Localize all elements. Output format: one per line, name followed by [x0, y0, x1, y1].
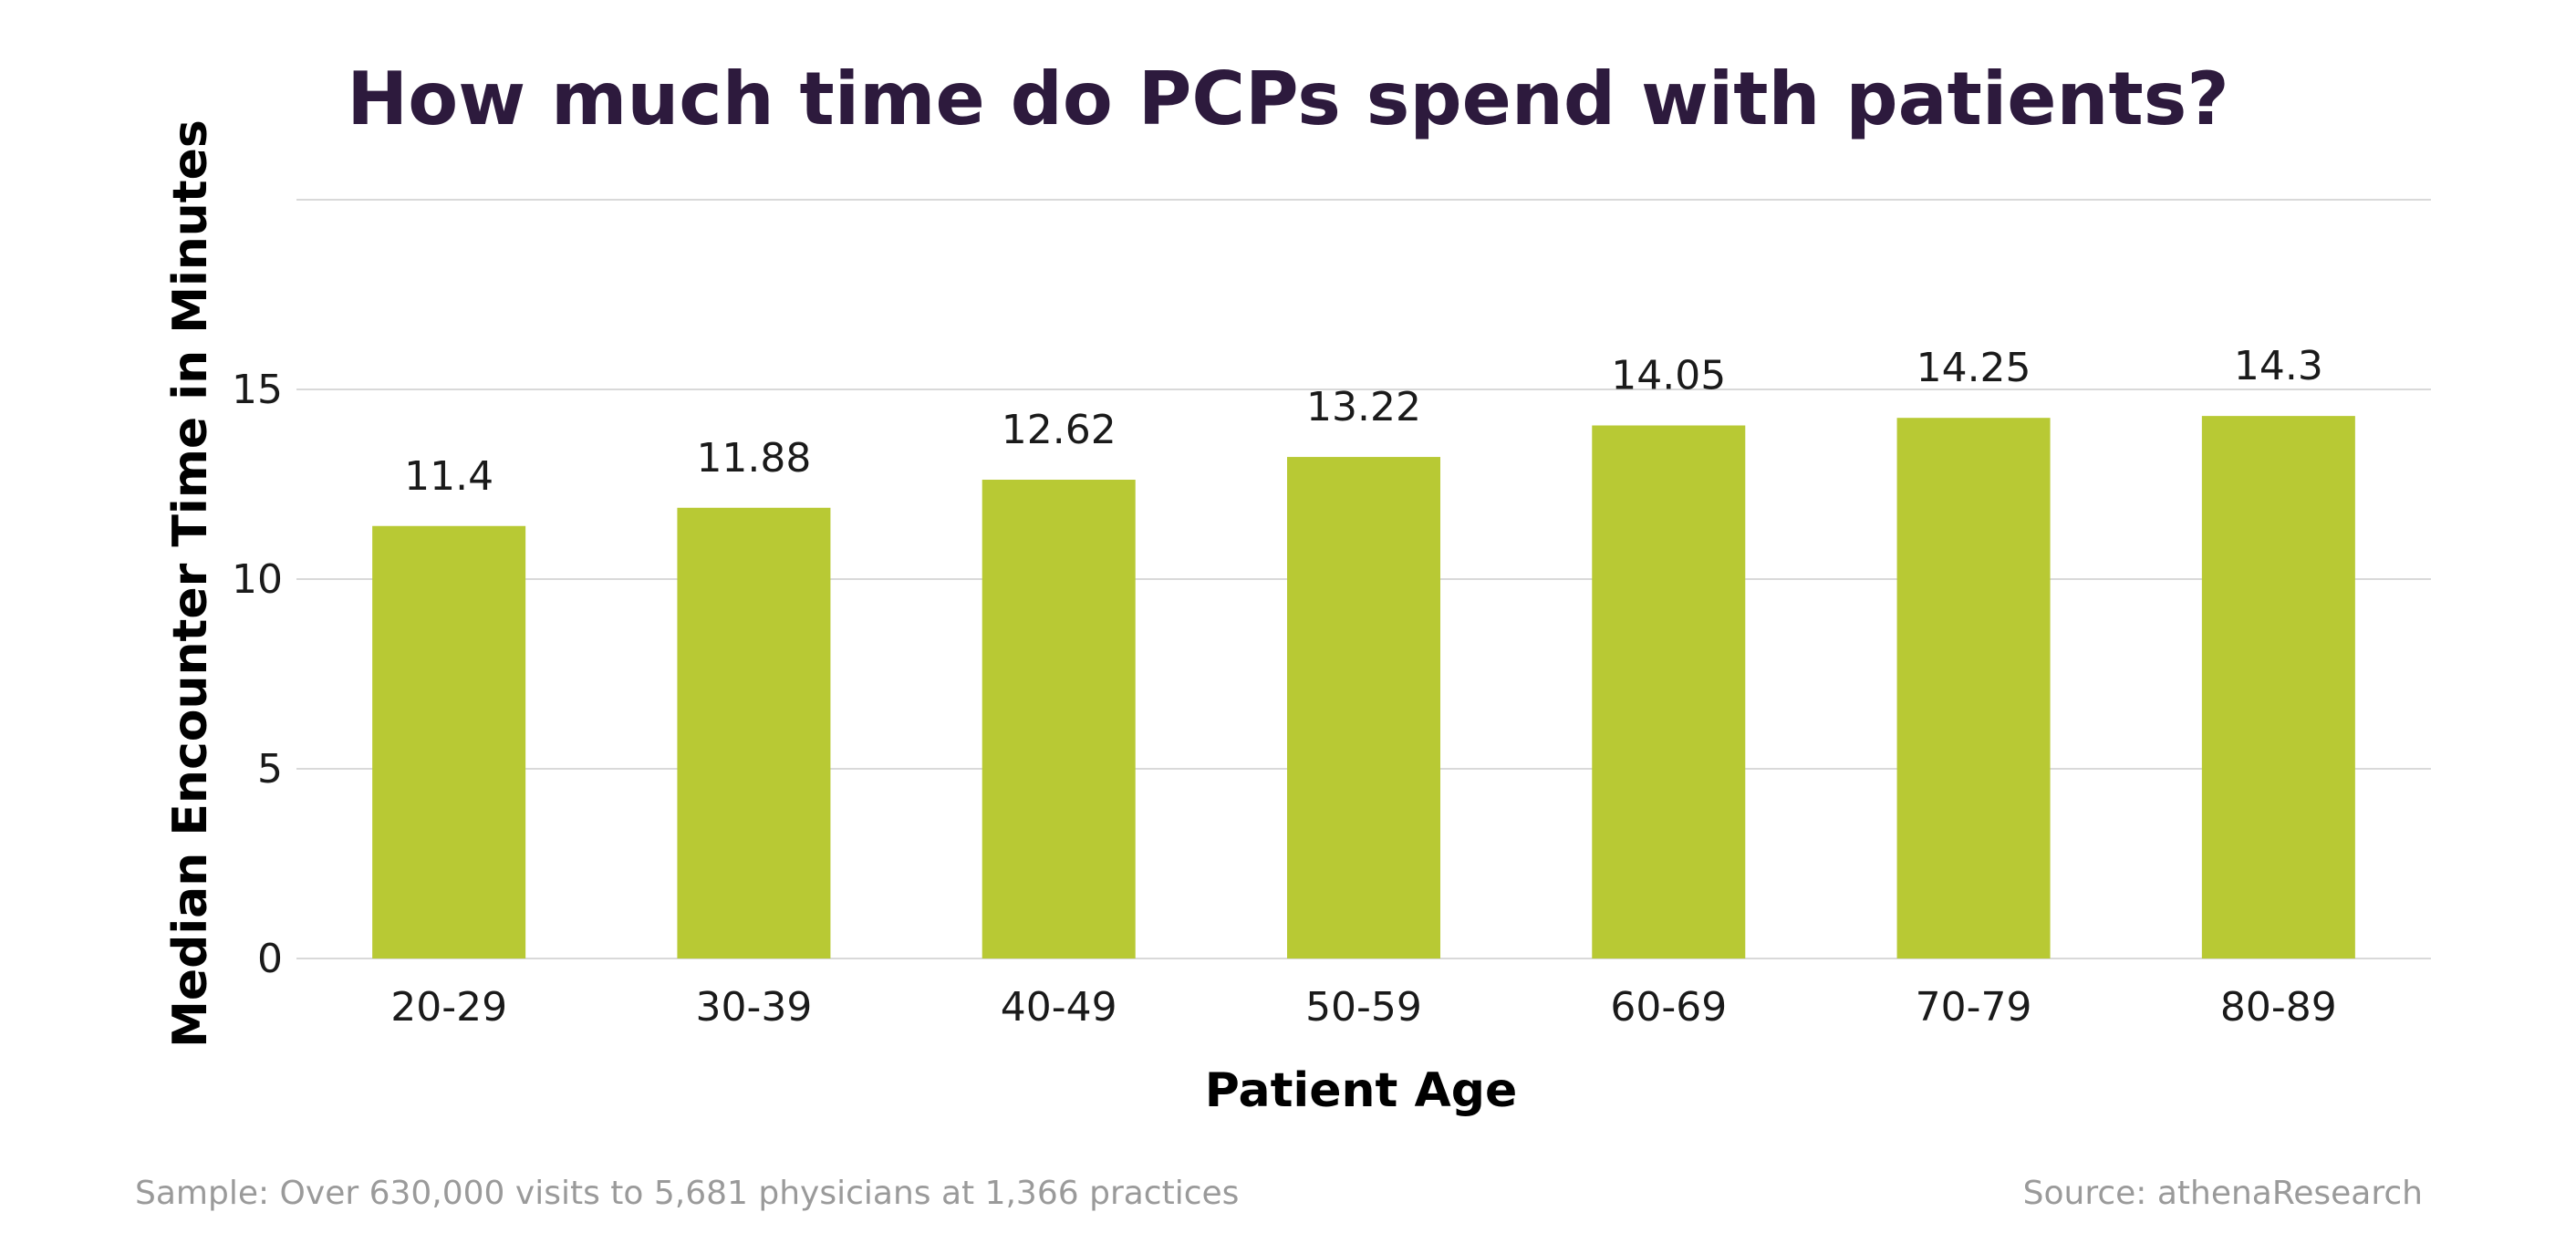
y-axis-ticks: 0 5 10 15 [232, 367, 283, 982]
data-label: 13.22 [1306, 384, 1421, 430]
x-tick-label: 30-39 [695, 984, 812, 1031]
bar [2201, 416, 2355, 958]
x-tick-label: 70-79 [1916, 984, 2032, 1031]
data-label: 14.25 [1916, 345, 2031, 391]
data-labels: 11.4 11.88 12.62 13.22 14.05 14.25 14.3 [404, 343, 2323, 500]
x-tick-label: 80-89 [2220, 984, 2337, 1031]
data-label: 14.05 [1611, 353, 1726, 399]
x-tick-label: 40-49 [1001, 984, 1117, 1031]
sample-note: Sample: Over 630,000 visits to 5,681 phy… [135, 1175, 1239, 1212]
x-axis-title: Patient Age [1205, 1063, 1517, 1118]
bar [677, 507, 831, 958]
bars [372, 416, 2355, 959]
x-tick-label: 50-59 [1305, 984, 1422, 1031]
data-label: 11.4 [404, 453, 493, 500]
chart-title: How much time do PCPs spend with patient… [347, 57, 2228, 141]
source-note: Source: athenaResearch [2023, 1175, 2423, 1212]
bar [1287, 457, 1440, 959]
x-tick-label: 20-29 [390, 984, 507, 1031]
x-axis-ticks: 20-29 30-39 40-49 50-59 60-69 70-79 80-89 [390, 984, 2337, 1031]
y-tick-label: 5 [257, 746, 283, 793]
y-tick-label: 0 [257, 936, 283, 982]
data-label: 14.3 [2234, 343, 2323, 389]
y-axis-title: Median Encounter Time in Minutes [163, 119, 218, 1048]
data-label: 11.88 [696, 435, 811, 482]
bar [1592, 425, 1746, 958]
data-label: 12.62 [1002, 407, 1117, 453]
bar [982, 480, 1136, 958]
bar [1896, 418, 2051, 958]
x-tick-label: 60-69 [1610, 984, 1727, 1031]
y-tick-label: 10 [232, 556, 283, 603]
bar [372, 525, 526, 958]
y-tick-label: 15 [232, 367, 283, 413]
